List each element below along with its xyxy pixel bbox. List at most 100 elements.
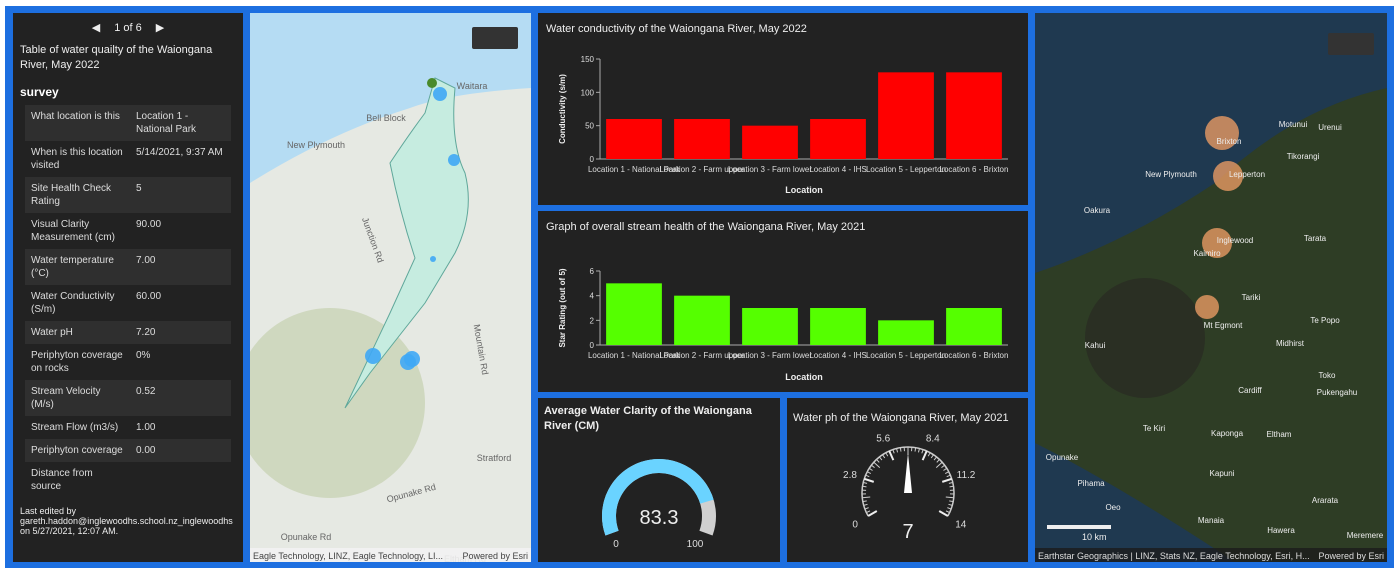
dial-minor-tick — [862, 500, 867, 503]
dial-minor-tick — [867, 471, 872, 474]
map-label: Opunake — [1046, 453, 1079, 462]
dial-tick-label: 14 — [955, 520, 967, 531]
dial-tick — [938, 510, 949, 517]
map-label: Kaponga — [1211, 429, 1244, 438]
map-label: Inglewood — [1217, 236, 1253, 245]
gauge-panel: Water ph of the Waiongana River, May 202… — [787, 398, 1028, 562]
gauge-max: 100 — [687, 539, 704, 550]
map-label: Ararata — [1312, 496, 1339, 505]
dial-minor-tick — [914, 447, 917, 452]
field-value: 0.00 — [136, 445, 156, 456]
map-label: Lepperton — [1229, 170, 1265, 179]
bar — [946, 308, 1002, 345]
field-name: Distance from source — [31, 468, 93, 492]
x-tick-label: Location 2 - Farm upper — [659, 351, 745, 360]
dial-minor-tick — [864, 507, 869, 510]
field-value: 0.52 — [136, 386, 156, 397]
sea — [250, 13, 531, 183]
dial-minor-tick — [876, 459, 880, 463]
map-left: Waitara Bell Block New Plymouth Junction Rd… — [250, 13, 531, 562]
dial-minor-tick — [936, 459, 940, 463]
map-label: Tariki — [1242, 293, 1261, 302]
map-label: Te Kiri — [1143, 424, 1165, 433]
dial-minor-tick — [868, 467, 873, 471]
map-left-svg: Waitara Bell Block New Plymouth Junction Rd… — [250, 13, 531, 562]
table-row: Distance from source — [25, 462, 231, 498]
field-name: Periphyton coverage — [31, 445, 123, 456]
gauge: Average Water Clarity of the Waiongana R… — [544, 405, 752, 550]
dial-minor-tick — [879, 456, 883, 461]
map-right: Motunui Urenui Brixton Tikorangi New Plymout… — [1035, 13, 1387, 562]
table-row: Stream Velocity (M/s) 0.52 — [25, 380, 231, 416]
y-tick-label: 6 — [590, 267, 595, 276]
map-label: Oakura — [1084, 206, 1111, 215]
dial-minor-tick — [945, 510, 950, 514]
map-label: Tikorangi — [1287, 152, 1320, 161]
field-value: 1.00 — [136, 422, 156, 433]
site-marker — [430, 256, 436, 262]
dial-minor-tick — [948, 503, 953, 506]
map-label: Brixton — [1217, 137, 1242, 146]
table-row: Periphyton coverage 0.00 — [25, 439, 231, 462]
prev-button[interactable]: ◀ — [91, 22, 101, 34]
dial-minor-tick — [943, 467, 948, 471]
gauge: Water ph of the Waiongana River, May 202… — [793, 412, 1009, 543]
chart: Water conductivity of the Waiongana Rive… — [546, 23, 1008, 195]
map-label: Oeo — [1105, 503, 1121, 512]
dial-minor-tick — [947, 507, 952, 510]
scale-label: 10 km — [1082, 532, 1107, 542]
dial-minor-tick — [871, 464, 875, 469]
bar — [674, 295, 730, 345]
site-marker — [448, 154, 460, 166]
map-label: Kaimiro — [1193, 249, 1221, 258]
x-tick-label: Location 4 - IHS — [809, 165, 866, 174]
map-label: Opunake Rd — [281, 532, 332, 542]
chart-title: Water conductivity of the Waiongana Rive… — [546, 23, 807, 35]
map-label: Mountain Rd — [472, 323, 491, 375]
next-button[interactable]: ▶ — [155, 22, 165, 34]
x-tick-label: Location 2 - Farm upper — [659, 165, 745, 174]
panel-title: Table of water quailty of the Waiongana … — [20, 44, 213, 71]
title-box: Average Water Clarity of the Waiongana R… — [544, 405, 752, 432]
field-name: What location is this — [31, 111, 120, 122]
table-row: Periphyton coverage on rocks 0% — [25, 344, 231, 380]
dial-minor-tick — [873, 461, 881, 468]
dial-value: 7 — [902, 521, 913, 543]
map-label: Cardiff — [1238, 386, 1262, 395]
map-label: Junction Rd — [360, 216, 386, 264]
dial-tick-label: 0 — [852, 520, 858, 531]
table-row: What location is this Location 1 - Nation… — [25, 105, 231, 141]
dial-minor-tick — [882, 454, 886, 459]
site-buffer — [1202, 228, 1232, 258]
bar — [878, 72, 934, 159]
field-name: Stream Velocity (M/s) — [31, 386, 101, 410]
x-tick-label: Location 1 - National Park — [588, 351, 681, 360]
pager: ◀ 1 of 6 ▶ — [13, 21, 243, 34]
bar — [606, 283, 662, 345]
sea-south — [1035, 443, 1235, 562]
site-marker — [400, 354, 416, 370]
attribution-bar — [1035, 548, 1387, 562]
field-name: Water pH — [31, 327, 73, 338]
dial-tick — [888, 450, 895, 461]
gauge-panel: Average Water Clarity of the Waiongana R… — [538, 398, 780, 562]
map-label: Manaia — [1198, 516, 1225, 525]
powered-by: Powered by Esri — [462, 551, 528, 561]
map-label: Bell Block — [366, 113, 406, 123]
gauge-value-arc — [602, 459, 714, 536]
table-row: When is this location visited 5/14/2021, … — [25, 141, 231, 177]
catchment — [344, 77, 469, 409]
x-tick-label: Location 5 - Lepperton — [866, 351, 946, 360]
map-label: Pukengahu — [1317, 388, 1357, 397]
y-axis-label: Star Rating (out of 5) — [558, 268, 567, 347]
map-label: Mt Egmont — [1204, 321, 1243, 330]
y-tick-label: 50 — [585, 122, 594, 131]
bar — [810, 308, 866, 345]
field-value: Location 1 - National Park — [136, 111, 197, 135]
dial-minor-tick — [899, 447, 902, 452]
section-title: survey — [20, 85, 59, 99]
field-name: Water Conductivity (S/m) — [31, 291, 115, 315]
gauge-title: Water ph of the Waiongana River, May 202… — [793, 412, 1009, 424]
chart: Graph of overall stream health of the Wa… — [546, 221, 1008, 382]
table-row: Water Conductivity (S/m) 60.00 — [25, 285, 231, 321]
